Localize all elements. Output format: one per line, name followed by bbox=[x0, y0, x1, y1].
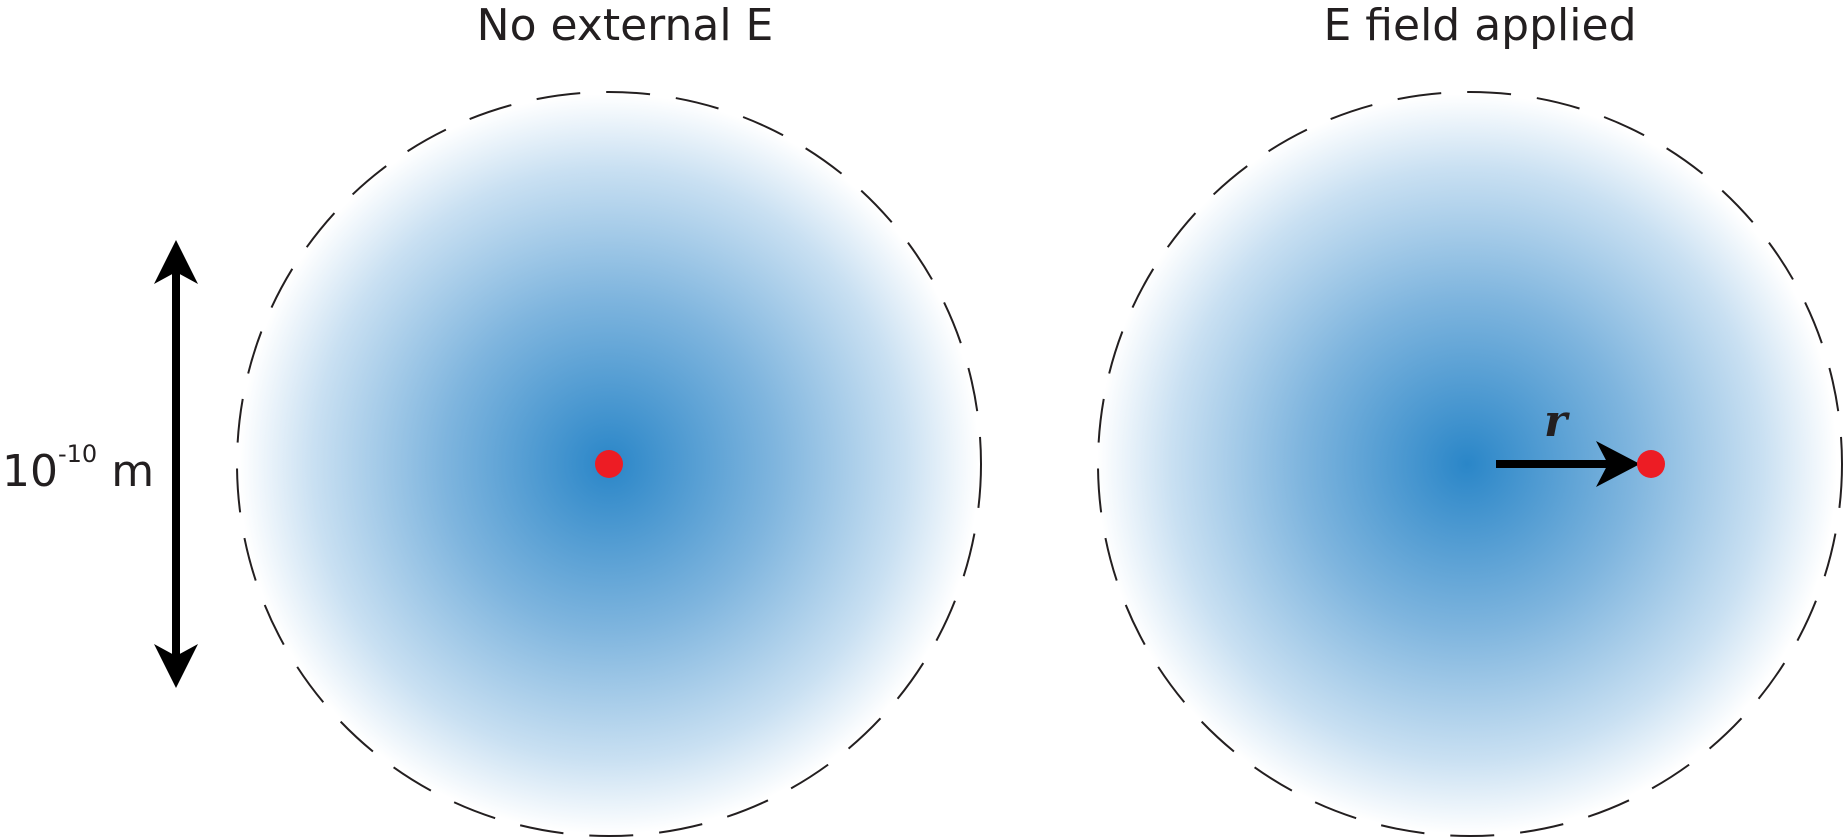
nucleus bbox=[595, 450, 623, 478]
scale-bar-base: 10 bbox=[2, 446, 58, 497]
scale-bar-unit: m bbox=[111, 446, 155, 497]
scale-bar-arrow bbox=[154, 240, 198, 688]
displacement-vector-label: r bbox=[1544, 396, 1568, 447]
scale-bar-arrowhead-top bbox=[154, 240, 198, 284]
scale-bar-arrowhead-bottom bbox=[154, 644, 198, 688]
atom-boundary bbox=[1097, 91, 1843, 837]
scale-bar-exponent: -10 bbox=[58, 440, 98, 468]
panel-title-field-applied: E field applied bbox=[1323, 0, 1637, 51]
electron-cloud bbox=[1097, 94, 1837, 834]
atom-polarized bbox=[1097, 91, 1843, 837]
atom-boundary bbox=[236, 91, 982, 837]
atom-unpolarized bbox=[236, 91, 982, 837]
displacement-arrow-head bbox=[1596, 441, 1640, 487]
scale-bar-label: 10-10 m bbox=[2, 442, 155, 498]
nucleus bbox=[1637, 450, 1665, 478]
panel-title-no-field: No external E bbox=[476, 0, 774, 51]
